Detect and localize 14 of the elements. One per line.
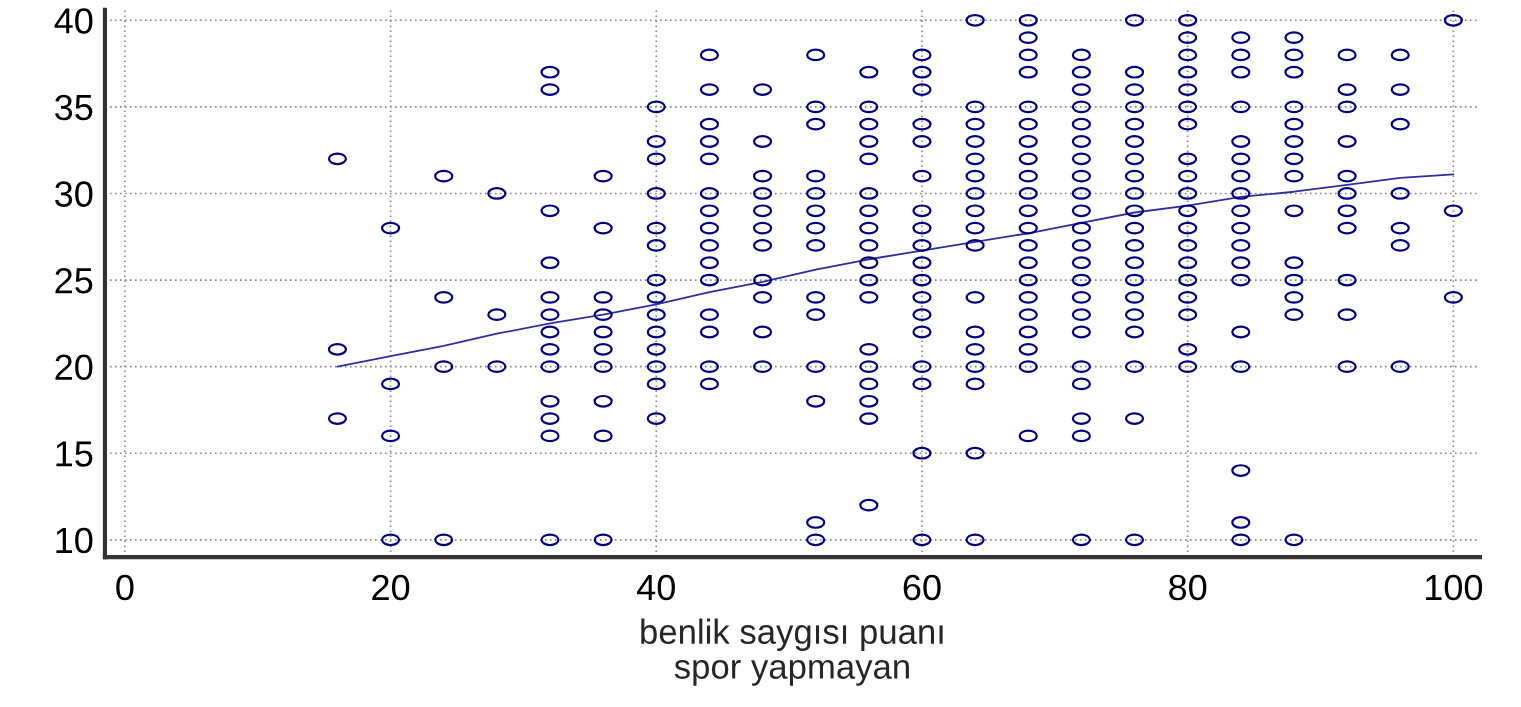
y-tick-label: 20 (55, 354, 93, 381)
x-tick-label: 40 (637, 574, 675, 601)
y-tick-label: 15 (56, 441, 93, 467)
x-tick-label: 100 (1425, 574, 1483, 601)
x-tick-label: 60 (903, 574, 941, 601)
x-tick-label: 20 (372, 574, 410, 601)
y-tick-label: 40 (54, 8, 93, 34)
y-tick-label: 30 (55, 181, 93, 207)
x-tick-label: 80 (1169, 574, 1207, 601)
y-tick-label: 10 (56, 527, 93, 554)
x-axis-title: benlik saygısı puanı spor yapmayan (641, 618, 943, 686)
y-tick-label: 35 (55, 94, 93, 121)
y-tick-label: 25 (55, 267, 93, 294)
x-tick-label: 0 (116, 574, 134, 601)
